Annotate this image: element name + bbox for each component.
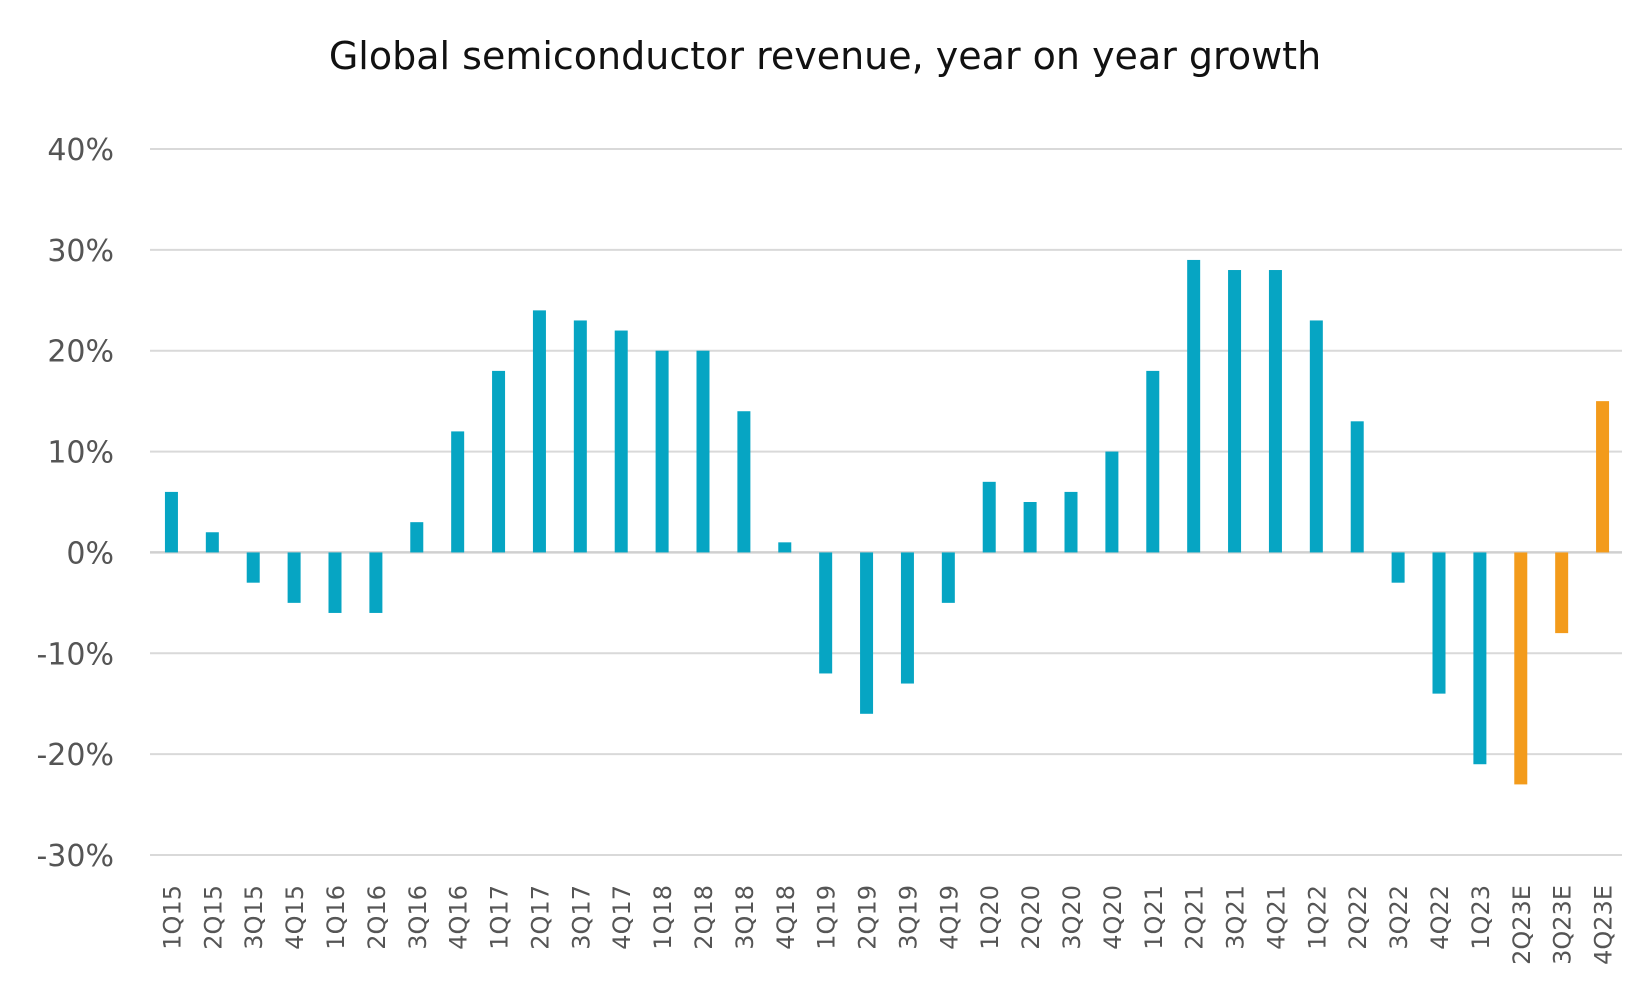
bars [164,259,1610,785]
x-tick-label: 4Q15 [281,885,309,950]
gridlines [150,148,1622,856]
x-tick-label: 4Q23E [1590,885,1618,965]
bar-1q15 [164,491,178,553]
bar-2q20 [1023,502,1037,553]
bar-2q15 [205,532,219,553]
x-tick-label: 2Q16 [363,885,391,950]
bar-2q19 [860,552,874,714]
bar-1q22 [1309,320,1323,553]
x-tick-label: 3Q17 [567,885,595,950]
bar-1q21 [1146,370,1160,553]
y-axis-tick-labels: 40% 30% 20% 10% 0% -10% -20% -30% [36,133,114,874]
x-tick-label: 1Q18 [649,885,677,950]
x-tick-label: 2Q18 [690,885,718,950]
bar-4q21 [1268,270,1282,553]
x-tick-label: 4Q20 [1099,885,1127,950]
bar-1q17 [492,370,506,553]
bar-2q23e [1514,552,1528,785]
x-tick-label: 2Q20 [1017,885,1045,950]
x-tick-label: 2Q22 [1344,885,1372,950]
bar-3q21 [1228,270,1242,553]
x-tick-label: 1Q22 [1303,885,1331,950]
x-tick-label: 2Q21 [1181,885,1209,950]
bar-3q20 [1064,491,1078,553]
x-tick-label: 3Q19 [894,885,922,950]
x-tick-label: 3Q23E [1549,885,1577,965]
y-tick-label: 40% [47,133,114,168]
bar-3q22 [1391,552,1405,583]
x-tick-label: 1Q21 [1140,885,1168,950]
x-tick-label: 1Q16 [322,885,350,950]
bar-3q16 [410,522,424,553]
x-tick-label: 1Q20 [976,885,1004,950]
bar-3q15 [246,552,260,583]
bar-3q18 [737,411,751,553]
x-tick-label: 4Q18 [772,885,800,950]
x-tick-label: 3Q16 [404,885,432,950]
bar-2q18 [696,350,710,553]
bar-3q17 [573,320,587,553]
x-tick-label: 1Q19 [813,885,841,950]
x-tick-label: 3Q20 [1058,885,1086,950]
y-tick-label: 10% [47,436,114,471]
bar-2q21 [1187,259,1201,553]
x-tick-label: 1Q17 [486,885,514,950]
bar-1q19 [819,552,833,674]
bar-4q15 [287,552,301,603]
bar-4q19 [941,552,955,603]
x-tick-label: 2Q17 [526,885,554,950]
y-tick-label: 0% [66,536,114,571]
bar-4q23e [1596,401,1610,553]
x-tick-label: 3Q22 [1385,885,1413,950]
bar-2q16 [369,552,383,613]
x-tick-label: 2Q23E [1508,885,1536,965]
x-tick-label: 3Q15 [240,885,268,950]
y-tick-label: -10% [36,637,114,672]
bar-4q18 [778,542,792,553]
y-tick-label: -20% [36,738,114,773]
x-tick-label: 4Q17 [608,885,636,950]
y-tick-label: 20% [47,335,114,370]
bar-1q16 [328,552,342,613]
x-tick-label: 3Q21 [1222,885,1250,950]
x-tick-label: 1Q15 [158,885,186,950]
y-tick-label: 30% [47,234,114,269]
x-tick-label: 4Q21 [1262,885,1290,950]
bar-4q22 [1432,552,1446,694]
x-tick-label: 3Q18 [731,885,759,950]
chart-title: Global semiconductor revenue, year on ye… [328,34,1322,78]
x-tick-label: 2Q19 [854,885,882,950]
x-tick-label: 4Q16 [445,885,473,950]
y-tick-label: -30% [36,839,114,874]
bar-4q16 [451,431,465,553]
bar-2q17 [532,310,546,553]
bar-1q20 [982,481,996,553]
x-tick-label: 1Q23 [1467,885,1495,950]
bar-3q19 [900,552,914,684]
x-tick-label: 4Q19 [935,885,963,950]
bar-3q23e [1555,552,1569,634]
bar-1q23 [1473,552,1487,765]
x-tick-label: 2Q15 [199,885,227,950]
bar-1q18 [655,350,669,553]
bar-2q22 [1350,421,1364,553]
x-axis-tick-labels: 1Q15 2Q15 3Q15 4Q15 1Q16 2Q16 3Q16 4Q16 1Q17 2Q17… [158,885,1617,965]
bar-4q20 [1105,451,1119,553]
x-tick-label: 4Q22 [1426,885,1454,950]
bar-4q17 [614,330,628,553]
